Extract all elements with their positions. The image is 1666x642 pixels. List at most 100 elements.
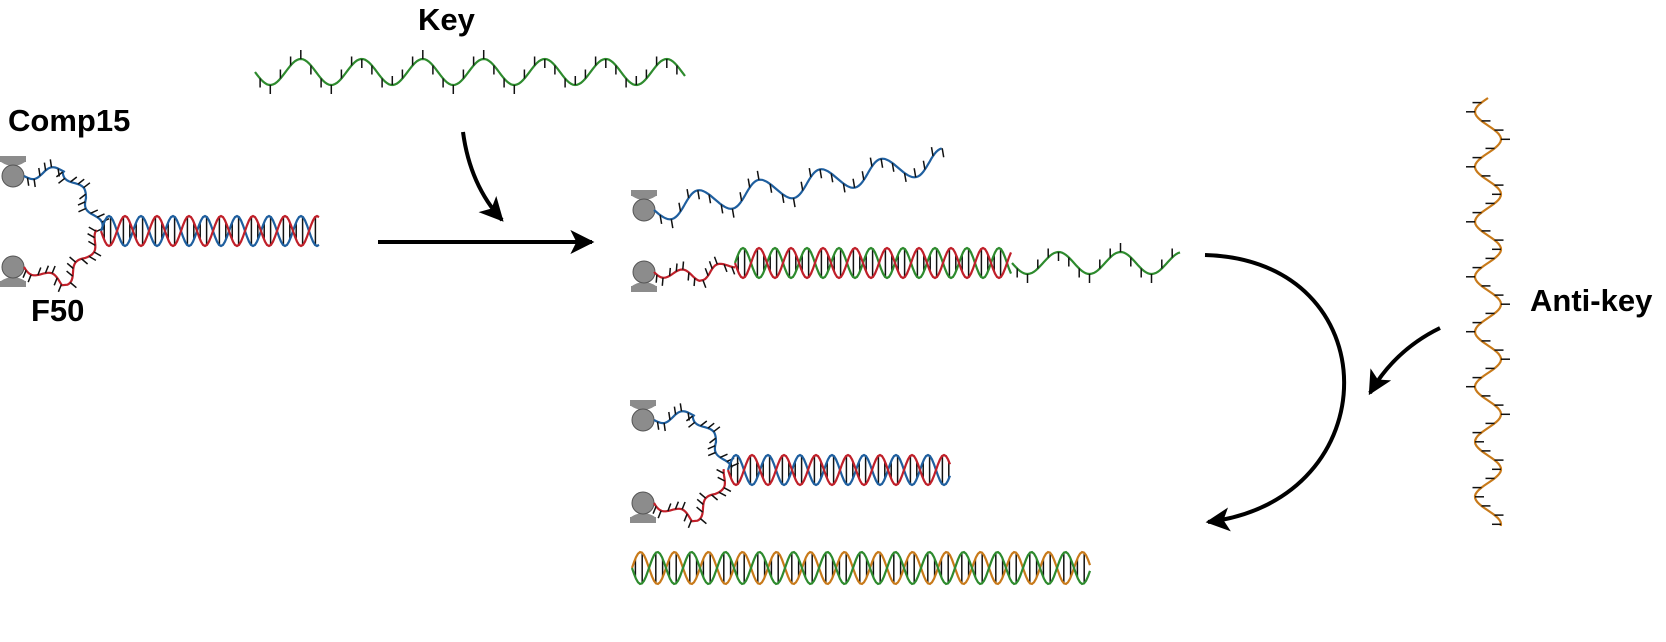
complex2-top-arm-base <box>713 426 721 433</box>
key-backbone <box>254 57 686 87</box>
comp15-label: Comp15 <box>8 103 131 138</box>
complex1-bottom-arm-base <box>81 258 89 265</box>
comp15-free-base <box>731 208 735 218</box>
f50-arm-base <box>675 263 678 272</box>
comp15-free-base <box>869 157 873 167</box>
complex2-duplex-strand-a <box>726 453 952 487</box>
waste-strand-a <box>630 550 1092 586</box>
comp15-free-base <box>819 169 823 179</box>
anchor-icon <box>0 255 26 287</box>
comp15-free-base <box>903 172 907 183</box>
complex2-bottom-arm-base <box>683 513 688 522</box>
complex2-top-arm-base <box>700 420 708 427</box>
complex2-bottom-arm-base <box>699 492 707 499</box>
reaction-arrows <box>378 131 1441 532</box>
comp15-free-base <box>781 193 785 204</box>
complex2-top-arm-base <box>707 422 715 429</box>
anti-key-strand <box>1466 97 1510 527</box>
complex2-top-arm-base <box>668 411 671 421</box>
anti-key-label: Anti-key <box>1530 283 1653 318</box>
complex1-top-arm-base <box>38 167 41 177</box>
comp15-free-base <box>659 214 663 225</box>
comp15-free-base <box>913 168 917 178</box>
complex2-bottom-arm-base <box>699 517 707 525</box>
comp15-free-base <box>852 178 856 188</box>
complex2-bottom-arm-base <box>723 487 732 493</box>
complex1-top-arm-base <box>96 213 105 218</box>
complex1-top-arm-base <box>83 182 91 189</box>
f50-label: F50 <box>31 293 85 328</box>
f50-key-duplex-strand-a <box>733 246 1013 280</box>
complex1-top-arm-base <box>26 177 30 186</box>
comp15-free-base <box>861 171 865 181</box>
complex1-bottom-arm-base <box>88 226 97 232</box>
f50-arm-base <box>702 279 707 288</box>
complex2-bottom-arm-base <box>696 506 704 513</box>
f50-arm-base <box>708 261 713 270</box>
anchor-icon <box>0 156 26 188</box>
comp15-free-base <box>830 173 834 183</box>
complex1-top-arm-base <box>49 159 53 168</box>
comp15-free-base <box>792 198 796 208</box>
complex2-duplex-strand-b <box>726 453 952 487</box>
f50-arm-base <box>661 277 664 286</box>
comp15-free-base <box>678 202 682 212</box>
complex1-bottom-arm-base <box>93 251 102 257</box>
complex1-bottom-arm-base <box>69 281 77 289</box>
complex1-bottom-arm-base <box>88 240 96 247</box>
complex2-bottom-arm-base <box>657 510 662 519</box>
waste-strand-b <box>630 550 1092 586</box>
complex2-top-arm-backbone <box>653 410 733 469</box>
anchor-icon <box>631 260 657 292</box>
f50-arm-base <box>682 261 685 270</box>
regeneration-arrow-icon <box>1204 253 1346 532</box>
comp15-free-base <box>842 183 846 193</box>
complex1-top-arm-base <box>79 193 87 200</box>
comp15-f50-regenerated-complex <box>630 400 952 529</box>
complex1-duplex-strand-a <box>99 214 320 248</box>
complex1-duplex-strand-b <box>99 214 320 248</box>
complex1-bottom-arm-base <box>66 262 74 270</box>
complex2-bottom-arm-base <box>717 476 726 482</box>
complex1-bottom-arm-backbone <box>23 229 98 287</box>
complex2-top-arm-base <box>719 453 728 459</box>
complex2-bottom-arm-base <box>687 520 693 529</box>
comp15-free-base <box>880 158 884 168</box>
comp15-free-base <box>800 181 804 191</box>
comp15-free-base <box>930 146 934 157</box>
comp15-free-base <box>769 183 773 193</box>
complex2-bottom-arm-backbone <box>653 468 727 523</box>
anchor-icon <box>630 400 656 432</box>
complex1-bottom-arm-base <box>27 274 32 283</box>
complex2-bottom-arm-base <box>711 494 719 501</box>
anti-key-backbone <box>1473 97 1503 527</box>
complex2-top-arm-base <box>709 437 717 444</box>
complex1-bottom-arm-base <box>66 270 74 277</box>
complex2-top-arm-base <box>688 421 696 428</box>
complex2-bottom-arm-base <box>716 468 725 474</box>
f50-arm-base <box>687 272 690 281</box>
f50-arm-base <box>704 267 709 276</box>
comp15-f50-complex <box>0 156 320 293</box>
complex1-top-arm-base <box>33 178 36 188</box>
comp15-free-base <box>720 204 724 214</box>
comp15-free-base <box>670 219 674 229</box>
key-strand <box>254 50 686 94</box>
anti-key-addition-arrow-icon <box>1368 326 1441 396</box>
complex2-top-arm-base <box>679 403 683 412</box>
anchor-icon <box>631 190 657 222</box>
complex2-top-arm-base <box>656 421 660 430</box>
comp15-free-base <box>747 178 751 188</box>
complex1-bottom-arm-base <box>87 233 95 239</box>
complex1-top-arm-backbone <box>23 166 104 231</box>
f50-arm-backbone <box>653 262 736 282</box>
f50-arm-base <box>668 267 672 276</box>
complex2-bottom-arm-base <box>681 501 686 510</box>
complex1-top-arm-base <box>70 176 78 183</box>
complex1-top-arm-base <box>77 178 85 185</box>
f50-arm-base <box>655 274 658 283</box>
complex2-top-arm-base <box>685 415 694 422</box>
f50-arm-base <box>693 278 696 287</box>
key-anti-key-duplex <box>630 550 1092 586</box>
complex2-top-arm-base <box>663 422 666 432</box>
